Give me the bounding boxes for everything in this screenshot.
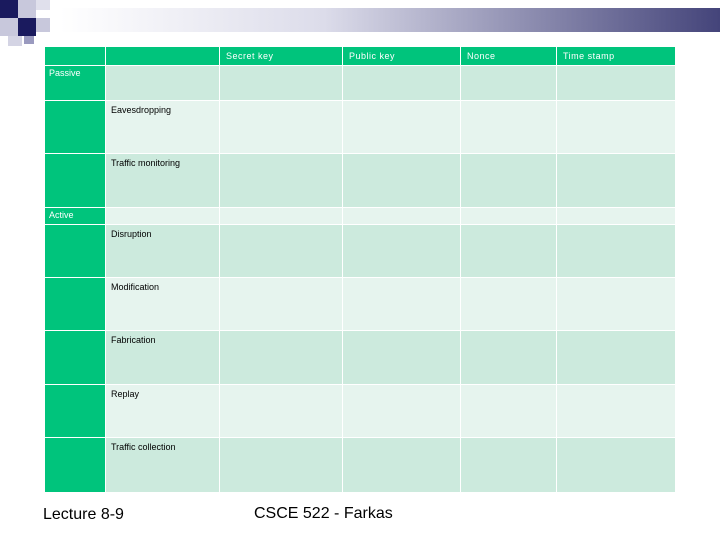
- attack-mechanism-table: Secret key Public key Nonce Time stamp P…: [44, 46, 676, 493]
- table-row: Replay: [44, 384, 676, 438]
- table-row: Eavesdropping: [44, 100, 676, 154]
- header-nonce: Nonce: [460, 46, 557, 66]
- category-label-passive: Passive: [44, 65, 106, 101]
- row-label-fabrication: Fabrication: [105, 330, 220, 385]
- category-row-passive: Passive: [44, 65, 676, 101]
- row-label-eavesdropping: Eavesdropping: [105, 100, 220, 154]
- decorative-checker-logo: [0, 0, 60, 48]
- row-label-modification: Modification: [105, 277, 220, 331]
- table-header-row: Secret key Public key Nonce Time stamp: [44, 46, 676, 66]
- footer-course-label: CSCE 522 - Farkas: [254, 505, 393, 522]
- row-label-traffic-monitoring: Traffic monitoring: [105, 153, 220, 208]
- row-label-disruption: Disruption: [105, 224, 220, 278]
- category-label-active: Active: [44, 207, 106, 225]
- header-time-stamp: Time stamp: [556, 46, 676, 66]
- table-row: Traffic collection: [44, 437, 676, 493]
- header-gradient-bar: [60, 8, 720, 32]
- table-row: Disruption: [44, 224, 676, 278]
- footer-lecture-label: Lecture 8-9: [43, 506, 124, 523]
- table-row: Fabrication: [44, 330, 676, 385]
- row-label-replay: Replay: [105, 384, 220, 438]
- header-secret-key: Secret key: [219, 46, 343, 66]
- category-row-active: Active: [44, 207, 676, 225]
- table-row: Modification: [44, 277, 676, 331]
- header-cell-empty-2: [105, 46, 220, 66]
- header-public-key: Public key: [342, 46, 461, 66]
- table-row: Traffic monitoring: [44, 153, 676, 208]
- row-label-traffic-collection: Traffic collection: [105, 437, 220, 493]
- header-cell-empty-1: [44, 46, 106, 66]
